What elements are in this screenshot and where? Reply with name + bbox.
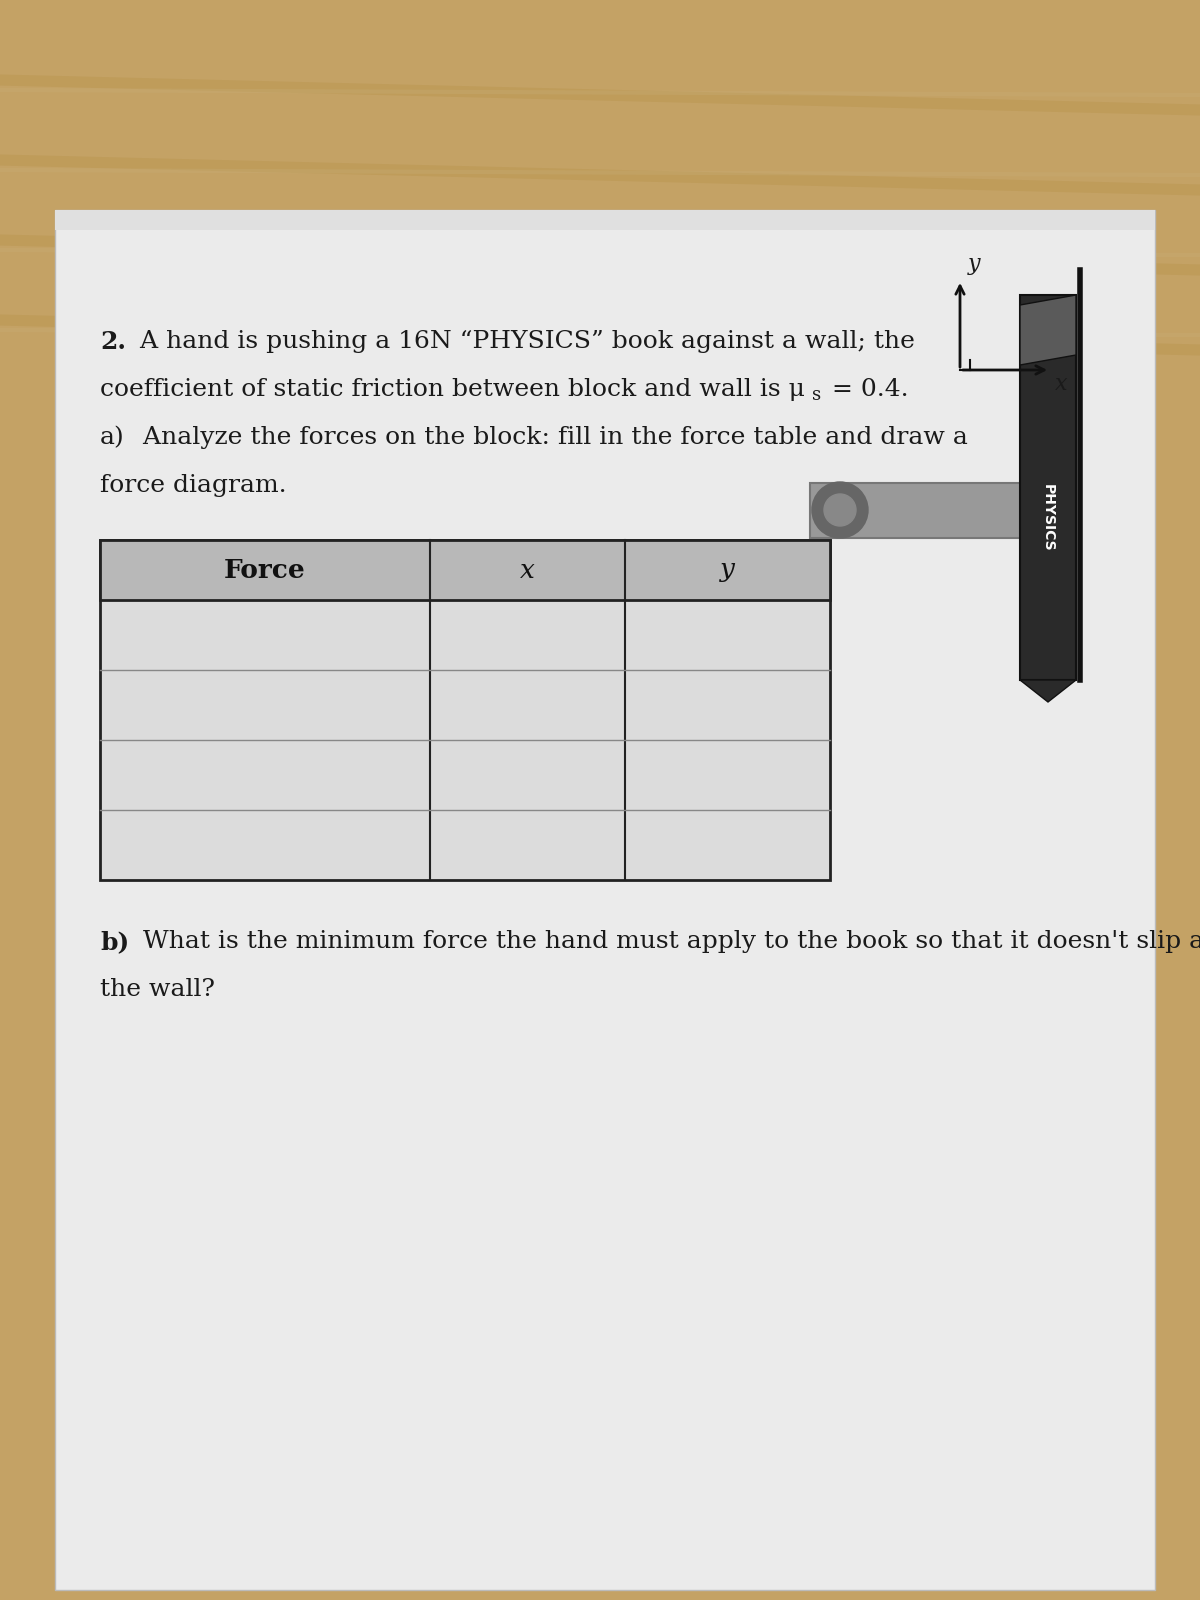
Bar: [100, 541, 830, 880]
Text: 2.: 2.: [100, 330, 126, 354]
Text: a): a): [100, 426, 125, 450]
Text: Force: Force: [224, 557, 306, 582]
Text: b): b): [100, 930, 130, 954]
Polygon shape: [1020, 294, 1076, 365]
Text: A hand is pushing a 16N “PHYSICS” book against a wall; the: A hand is pushing a 16N “PHYSICS” book a…: [132, 330, 914, 354]
Polygon shape: [1020, 680, 1076, 702]
Bar: [100, 541, 830, 600]
Text: s: s: [812, 386, 821, 403]
Bar: [0, 0, 1200, 419]
Bar: [55, 210, 1154, 1590]
Text: force diagram.: force diagram.: [100, 474, 287, 498]
Circle shape: [812, 482, 868, 538]
Text: x: x: [520, 557, 535, 582]
Text: = 0.4.: = 0.4.: [824, 378, 908, 402]
Bar: [810, 483, 1022, 538]
Bar: [1020, 294, 1076, 680]
Text: Analyze the forces on the block: fill in the force table and draw a: Analyze the forces on the block: fill in…: [134, 426, 968, 450]
Text: the wall?: the wall?: [100, 978, 215, 1002]
Text: What is the minimum force the hand must apply to the book so that it doesn't sli: What is the minimum force the hand must …: [134, 930, 1200, 954]
Text: x: x: [1055, 373, 1068, 395]
Text: y: y: [968, 253, 980, 275]
Text: PHYSICS: PHYSICS: [1042, 483, 1055, 552]
Text: coefficient of static friction between block and wall is μ: coefficient of static friction between b…: [100, 378, 805, 402]
FancyBboxPatch shape: [55, 210, 1154, 230]
Text: y: y: [720, 557, 734, 582]
Circle shape: [824, 494, 856, 526]
